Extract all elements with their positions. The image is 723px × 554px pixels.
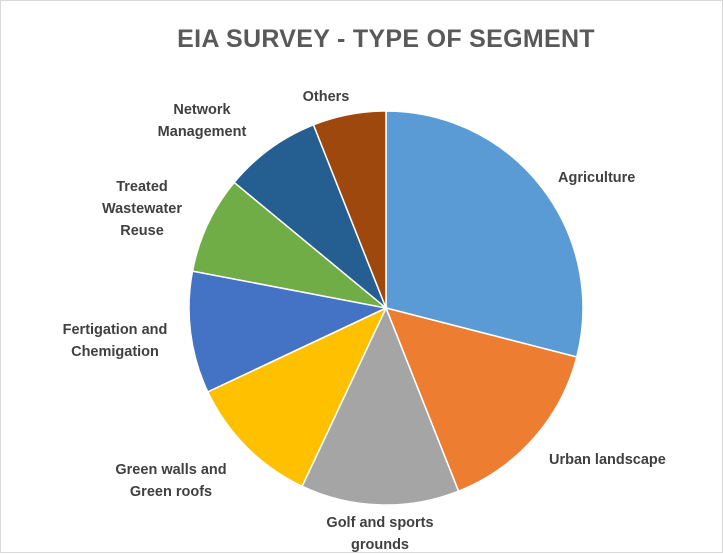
slice-label-agriculture: Agriculture	[558, 170, 635, 186]
slice-label-network-management: Network Management	[158, 102, 247, 140]
pie-slices	[189, 111, 583, 505]
slice-label-urban-landscape: Urban landscape	[549, 452, 666, 468]
slice-label-golf-and-sports-grounds: Golf and sports grounds	[326, 515, 433, 553]
slice-label-treated-wastewater-reuse: Treated Wastewater Reuse	[102, 179, 182, 239]
slice-label-green-walls-and-green-roofs: Green walls and Green roofs	[115, 462, 226, 500]
slice-label-fertigation-and-chemigation: Fertigation and Chemigation	[63, 322, 168, 360]
slice-label-others: Others	[303, 89, 350, 105]
